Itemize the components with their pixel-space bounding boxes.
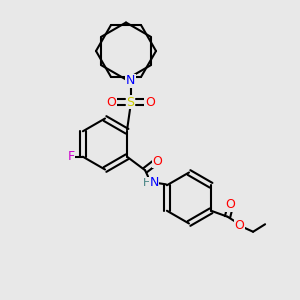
Text: N: N [149, 176, 159, 189]
Text: F: F [68, 150, 74, 163]
Text: S: S [127, 95, 134, 109]
Text: N: N [126, 74, 135, 88]
Text: O: O [106, 95, 116, 109]
Text: O: O [145, 95, 155, 109]
Text: O: O [152, 155, 162, 168]
Text: H: H [143, 178, 152, 188]
Text: O: O [235, 219, 244, 232]
Text: O: O [226, 198, 236, 211]
